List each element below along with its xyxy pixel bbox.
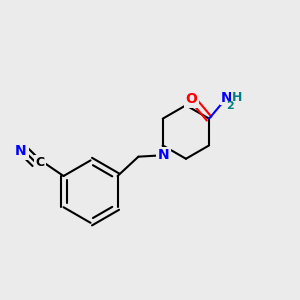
Text: N: N bbox=[15, 145, 27, 158]
Text: N: N bbox=[158, 148, 170, 162]
Text: 2: 2 bbox=[226, 101, 234, 111]
Text: O: O bbox=[185, 92, 197, 106]
Text: H: H bbox=[232, 91, 242, 104]
Text: N: N bbox=[221, 91, 232, 105]
Text: C: C bbox=[36, 156, 45, 169]
